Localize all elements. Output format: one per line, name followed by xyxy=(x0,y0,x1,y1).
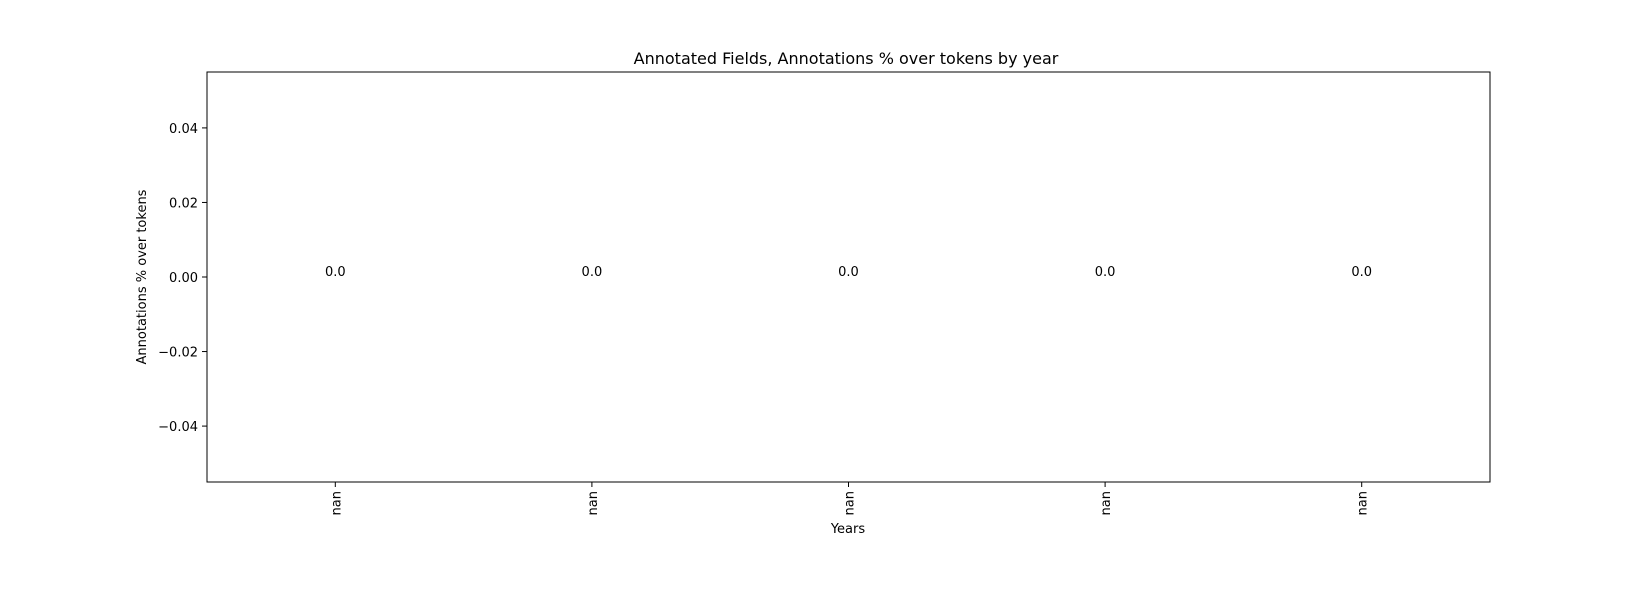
bar-value-label: 0.0 xyxy=(838,265,859,280)
y-tick-label: 0.04 xyxy=(169,122,198,137)
bar-value-label: 0.0 xyxy=(325,265,346,280)
x-tick-label: nan xyxy=(329,491,344,515)
x-tick-label: nan xyxy=(586,491,601,515)
x-tick-label: nan xyxy=(1356,491,1371,515)
x-tick-label: nan xyxy=(1099,491,1114,515)
y-tick-label: 0.00 xyxy=(169,271,198,286)
y-axis-label: Annotations % over tokens xyxy=(135,189,150,364)
x-tick-label: nan xyxy=(843,491,858,515)
bar-value-label: 0.0 xyxy=(1351,265,1372,280)
y-axis: 0.04 0.02 0.00 −0.02 −0.04 xyxy=(158,122,207,435)
chart-title: Annotated Fields, Annotations % over tok… xyxy=(634,49,1059,68)
data-labels-group: 0.0 0.0 0.0 0.0 0.0 xyxy=(325,265,1372,280)
bar-value-label: 0.0 xyxy=(582,265,603,280)
y-tick-label: 0.02 xyxy=(169,196,198,211)
y-tick-label: −0.04 xyxy=(158,420,198,435)
bar-value-label: 0.0 xyxy=(1095,265,1116,280)
x-axis: nan nan nan nan nan xyxy=(329,482,1371,515)
y-tick-label: −0.02 xyxy=(158,346,198,361)
x-axis-label: Years xyxy=(830,522,866,537)
